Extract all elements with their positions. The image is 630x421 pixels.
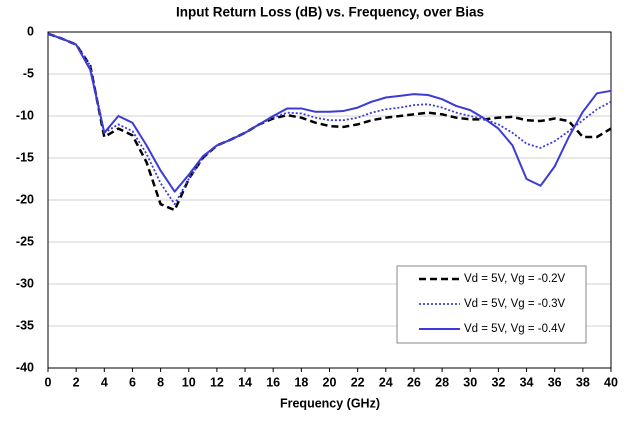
x-tick-label: 32 (491, 375, 505, 389)
x-tick-label: 2 (73, 375, 80, 389)
legend-label: Vd = 5V, Vg = -0.3V (464, 298, 566, 310)
y-tick-label: -15 (16, 150, 34, 164)
x-tick-label: 22 (351, 375, 365, 389)
x-tick-label: 26 (407, 375, 421, 389)
y-tick-label: -20 (16, 192, 34, 206)
chart-title: Input Return Loss (dB) vs. Frequency, ov… (176, 5, 484, 20)
x-tick-label: 30 (463, 375, 477, 389)
series-line (47, 32, 612, 206)
x-tick-label: 20 (323, 375, 337, 389)
x-tick-label: 0 (45, 375, 52, 389)
x-tick-label: 36 (548, 375, 562, 389)
series-line (47, 32, 612, 212)
x-tick-label: 12 (210, 375, 224, 389)
y-tick-label: -25 (16, 234, 34, 248)
x-tick-label: 40 (604, 375, 618, 389)
x-tick-label: 4 (101, 375, 108, 389)
legend-label: Vd = 5V, Vg = -0.2V (464, 273, 566, 285)
y-tick-label: -10 (16, 108, 34, 122)
x-tick-label: 28 (435, 375, 449, 389)
legend-label: Vd = 5V, Vg = -0.4V (464, 323, 566, 335)
plot-border (47, 31, 612, 369)
x-tick-label: 14 (238, 375, 252, 389)
y-tick-label: 0 (27, 24, 34, 38)
series-line (47, 32, 612, 193)
x-tick-label: 8 (157, 375, 164, 389)
x-axis-label: Frequency (GHz) (280, 396, 380, 410)
x-tick-label: 6 (129, 375, 136, 389)
y-tick-label: -35 (16, 318, 34, 332)
y-tick-label: -40 (16, 360, 34, 374)
x-tick-label: 10 (182, 375, 196, 389)
x-tick-label: 38 (576, 375, 590, 389)
x-tick-label: 16 (266, 375, 280, 389)
y-tick-label: -5 (23, 66, 34, 80)
x-tick-label: 34 (520, 375, 534, 389)
y-tick-label: -30 (16, 276, 34, 290)
x-tick-label: 24 (379, 375, 393, 389)
x-tick-label: 18 (294, 375, 308, 389)
